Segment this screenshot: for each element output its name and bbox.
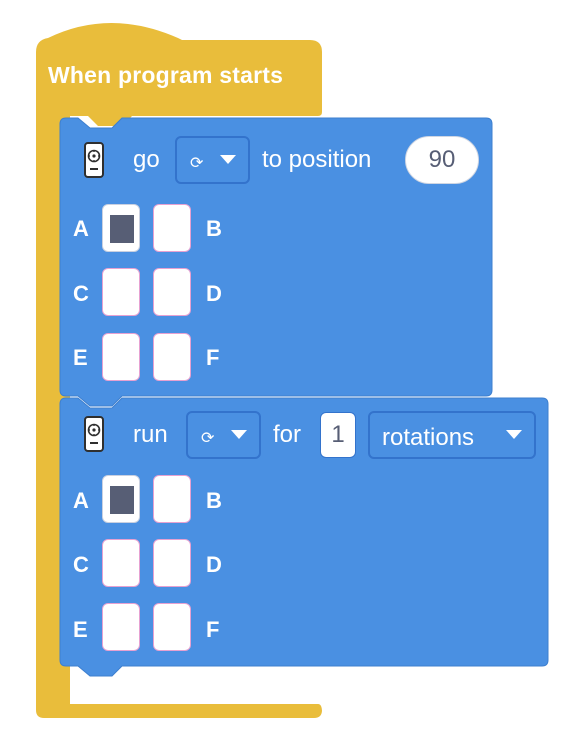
hat-block-title: When program starts [48, 62, 284, 88]
chevron-down-icon [231, 430, 247, 439]
port-a-button[interactable] [102, 204, 140, 252]
port-d-button[interactable] [153, 268, 191, 316]
port-label-c: C [73, 552, 89, 577]
port-label-c: C [73, 281, 89, 306]
unit-dropdown[interactable]: rotations [368, 411, 536, 459]
port-d-button[interactable] [153, 539, 191, 587]
chevron-down-icon [506, 430, 522, 439]
port-e-button[interactable] [102, 603, 140, 651]
for-label: for [273, 421, 302, 448]
rotate-icon: ⟳ [201, 430, 215, 447]
chevron-down-icon [220, 155, 236, 164]
motor-icon [84, 142, 104, 178]
port-a-button[interactable] [102, 475, 140, 523]
port-c-button[interactable] [102, 539, 140, 587]
motor-icon [84, 416, 104, 452]
port-label-f: F [206, 617, 220, 642]
go-label: go [133, 146, 160, 173]
port-c-button[interactable] [102, 268, 140, 316]
unit-dropdown-label: rotations [382, 424, 475, 451]
port-label-a: A [73, 216, 89, 241]
to-position-label: to position [262, 146, 372, 173]
port-f-button[interactable] [153, 603, 191, 651]
port-label-d: D [206, 552, 222, 577]
port-label-a: A [73, 488, 89, 513]
port-label-d: D [206, 281, 222, 306]
port-b-button[interactable] [153, 204, 191, 252]
port-label-e: E [73, 345, 88, 370]
port-e-button[interactable] [102, 333, 140, 381]
port-selected-indicator [110, 486, 134, 514]
direction-dropdown[interactable]: ⟳ [175, 136, 250, 184]
rotations-amount-input[interactable]: 1 [320, 412, 356, 458]
port-b-button[interactable] [153, 475, 191, 523]
direction-dropdown[interactable]: ⟳ [186, 411, 261, 459]
rotate-icon: ⟳ [190, 155, 204, 172]
run-label: run [133, 421, 168, 448]
port-f-button[interactable] [153, 333, 191, 381]
port-selected-indicator [110, 215, 134, 243]
port-label-b: B [206, 216, 222, 241]
port-label-b: B [206, 488, 222, 513]
position-value-input[interactable]: 90 [405, 136, 479, 184]
port-label-f: F [206, 345, 220, 370]
port-label-e: E [73, 617, 88, 642]
